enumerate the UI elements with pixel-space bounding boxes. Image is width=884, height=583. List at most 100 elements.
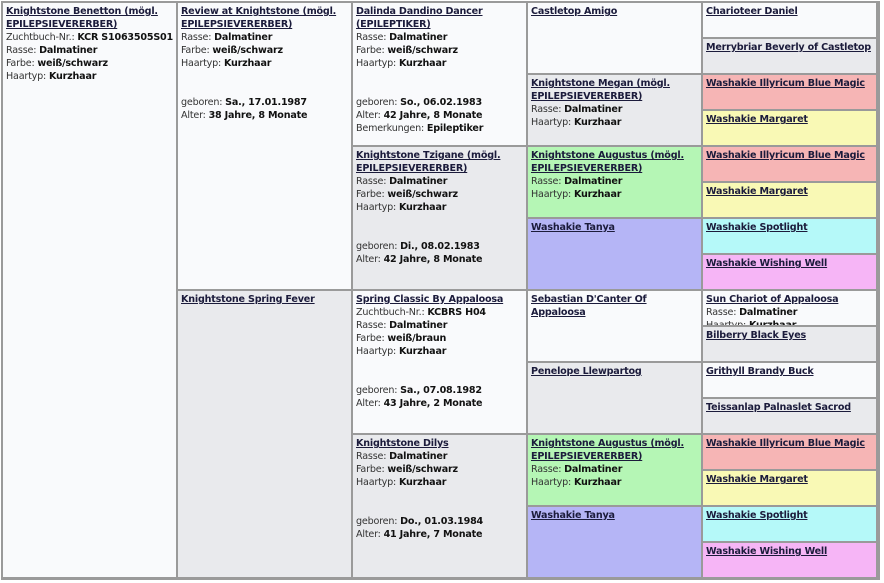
dog-name-link[interactable]: Dalinda Dandino Dancer (EPILEPTIKER) xyxy=(356,6,483,30)
pedigree-cell-gen5: Washakie Wishing Well xyxy=(703,543,876,577)
pedigree-cell-gen2: Knightstone Spring Fever xyxy=(178,291,351,577)
dog-name-link[interactable]: Knightstone Augustus (mögl. EPILEPSIEVER… xyxy=(531,438,684,462)
pedigree-cell-gen2: Review at Knightstone (mögl. EPILEPSIEVE… xyxy=(178,3,351,289)
spacer xyxy=(356,70,523,96)
dog-detail-row: Haartyp: Kurzhaar xyxy=(706,319,873,325)
dog-detail-row: Haartyp: Kurzhaar xyxy=(6,70,173,83)
dog-detail-row: Rasse: Dalmatiner xyxy=(356,31,523,44)
dog-name-link[interactable]: Knightstone Benetton (mögl. EPILEPSIEVER… xyxy=(6,6,158,30)
dog-name-link[interactable]: Bilberry Black Eyes xyxy=(706,330,807,341)
dog-name-link[interactable]: Washakie Margaret xyxy=(706,114,808,125)
dog-detail-row: Farbe: weiß/schwarz xyxy=(356,463,523,476)
pedigree-cell-gen3: Dalinda Dandino Dancer (EPILEPTIKER) Rass… xyxy=(353,3,526,145)
detail-value: Kurzhaar xyxy=(398,58,447,69)
dog-name-link[interactable]: Washakie Illyricum Blue Magic xyxy=(706,438,865,449)
dog-name-link[interactable]: Sun Chariot of Appaloosa xyxy=(706,294,839,305)
detail-value: Di., 08.02.1983 xyxy=(400,241,480,252)
dog-name-link[interactable]: Penelope Llewpartog xyxy=(531,366,642,377)
pedigree-cell-gen5: Washakie Margaret xyxy=(703,111,876,145)
detail-label: Rasse: xyxy=(356,176,390,187)
pedigree-cell-gen5: Washakie Illyricum Blue Magic xyxy=(703,435,876,469)
pedigree-cell-gen5: Washakie Spotlight xyxy=(703,219,876,253)
detail-label: Haartyp: xyxy=(531,189,574,200)
dog-detail-row: Rasse: Dalmatiner xyxy=(706,306,873,319)
detail-value: Dalmatiner xyxy=(564,176,623,187)
dog-name-link[interactable]: Washakie Tanya xyxy=(531,222,615,233)
dog-detail-row: Alter: 38 Jahre, 8 Monate xyxy=(181,109,348,122)
detail-label: Bemerkungen: xyxy=(356,123,427,134)
detail-value: 43 Jahre, 2 Monate xyxy=(383,398,483,409)
pedigree-cell-gen5: Grithyll Brandy Buck xyxy=(703,363,876,397)
detail-value: Sa., 17.01.1987 xyxy=(225,97,307,108)
dog-detail-row: Haartyp: Kurzhaar xyxy=(356,201,523,214)
detail-value: Dalmatiner xyxy=(389,451,448,462)
pedigree-cell-gen5: Teissanlap Palnaslet Sacrod xyxy=(703,399,876,433)
dog-name-link[interactable]: Sebastian D'Canter Of Appaloosa xyxy=(531,294,647,318)
dog-name-link[interactable]: Washakie Margaret xyxy=(706,186,808,197)
detail-value: KCBRS H04 xyxy=(427,307,486,318)
detail-label: Haartyp: xyxy=(356,202,399,213)
dog-name-link[interactable]: Washakie Illyricum Blue Magic xyxy=(706,78,865,89)
detail-value: 41 Jahre, 7 Monate xyxy=(383,529,483,540)
detail-label: Rasse: xyxy=(181,32,215,43)
pedigree-cell-gen1: Knightstone Benetton (mögl. EPILEPSIEVER… xyxy=(3,3,176,577)
detail-label: geboren: xyxy=(356,241,401,252)
dog-name-link[interactable]: Teissanlap Palnaslet Sacrod xyxy=(706,402,851,413)
pedigree-cell-gen4: Knightstone Augustus (mögl. EPILEPSIEVER… xyxy=(528,435,701,505)
pedigree-cell-gen4: Castletop Amigo xyxy=(528,3,701,73)
detail-value: weiß/schwarz xyxy=(387,189,458,200)
detail-value: Dalmatiner xyxy=(389,32,448,43)
dog-name-link[interactable]: Washakie Spotlight xyxy=(706,510,808,521)
dog-detail-row: Haartyp: Kurzhaar xyxy=(531,188,698,201)
detail-label: Farbe: xyxy=(181,45,213,56)
detail-value: Kurzhaar xyxy=(573,189,622,200)
dog-name-link[interactable]: Castletop Amigo xyxy=(531,6,618,17)
detail-value: Kurzhaar xyxy=(398,346,447,357)
dog-detail-row: Farbe: weiß/schwarz xyxy=(181,44,348,57)
spacer xyxy=(356,489,523,515)
detail-label: Haartyp: xyxy=(531,477,574,488)
detail-label: Rasse: xyxy=(356,320,390,331)
dog-detail-row: Alter: 42 Jahre, 8 Monate xyxy=(356,253,523,266)
dog-name-link[interactable]: Washakie Wishing Well xyxy=(706,546,828,557)
dog-name-link[interactable]: Washakie Margaret xyxy=(706,474,808,485)
detail-label: Zuchtbuch-Nr.: xyxy=(356,307,428,318)
dog-name-link[interactable]: Charioteer Daniel xyxy=(706,6,798,17)
detail-label: geboren: xyxy=(356,516,401,527)
pedigree-cell-gen5: Charioteer Daniel xyxy=(703,3,876,37)
dog-name-link[interactable]: Washakie Spotlight xyxy=(706,222,808,233)
detail-value: Kurzhaar xyxy=(48,71,97,82)
dog-name-link[interactable]: Washakie Wishing Well xyxy=(706,258,828,269)
dog-name-link[interactable]: Spring Classic By Appaloosa xyxy=(356,294,504,305)
detail-label: Rasse: xyxy=(356,32,390,43)
dog-name-link[interactable]: Knightstone Augustus (mögl. EPILEPSIEVER… xyxy=(531,150,684,174)
dog-name-link[interactable]: Knightstone Dilys xyxy=(356,438,449,449)
detail-value: Kurzhaar xyxy=(749,320,797,325)
dog-name-link[interactable]: Knightstone Tzigane (mögl. EPILEPSIEVERE… xyxy=(356,150,501,174)
detail-value: Kurzhaar xyxy=(398,477,447,488)
dog-name-link[interactable]: Washakie Tanya xyxy=(531,510,615,521)
detail-label: Farbe: xyxy=(356,189,388,200)
dog-detail-row: Farbe: weiß/schwarz xyxy=(356,44,523,57)
dog-detail-row: Haartyp: Kurzhaar xyxy=(356,57,523,70)
dog-name-link[interactable]: Grithyll Brandy Buck xyxy=(706,366,814,377)
detail-label: Alter: xyxy=(356,254,384,265)
dog-name-link[interactable]: Review at Knightstone (mögl. EPILEPSIEVE… xyxy=(181,6,337,30)
pedigree-cell-gen5: Washakie Wishing Well xyxy=(703,255,876,289)
detail-value: Kurzhaar xyxy=(398,202,447,213)
dog-name-link[interactable]: Knightstone Spring Fever xyxy=(181,294,315,305)
detail-value: 42 Jahre, 8 Monate xyxy=(383,110,483,121)
dog-name-link[interactable]: Knightstone Megan (mögl. EPILEPSIEVERERB… xyxy=(531,78,670,102)
detail-value: So., 06.02.1983 xyxy=(400,97,482,108)
dog-detail-row: Rasse: Dalmatiner xyxy=(531,463,698,476)
dog-name-link[interactable]: Merrybriar Beverly of Castletop xyxy=(706,42,871,53)
dog-name-link[interactable]: Washakie Illyricum Blue Magic xyxy=(706,150,865,161)
detail-value: Dalmatiner xyxy=(389,176,448,187)
dog-detail-row: Rasse: Dalmatiner xyxy=(356,450,523,463)
dog-detail-row: Bemerkungen: Epileptiker xyxy=(356,122,523,135)
detail-label: Alter: xyxy=(356,398,384,409)
detail-value: Dalmatiner xyxy=(564,464,623,475)
detail-value: weiß/schwarz xyxy=(212,45,283,56)
dog-detail-row: Zuchtbuch-Nr.: KCR S1063505S01 xyxy=(6,31,173,44)
dog-detail-row: geboren: Sa., 07.08.1982 xyxy=(356,384,523,397)
